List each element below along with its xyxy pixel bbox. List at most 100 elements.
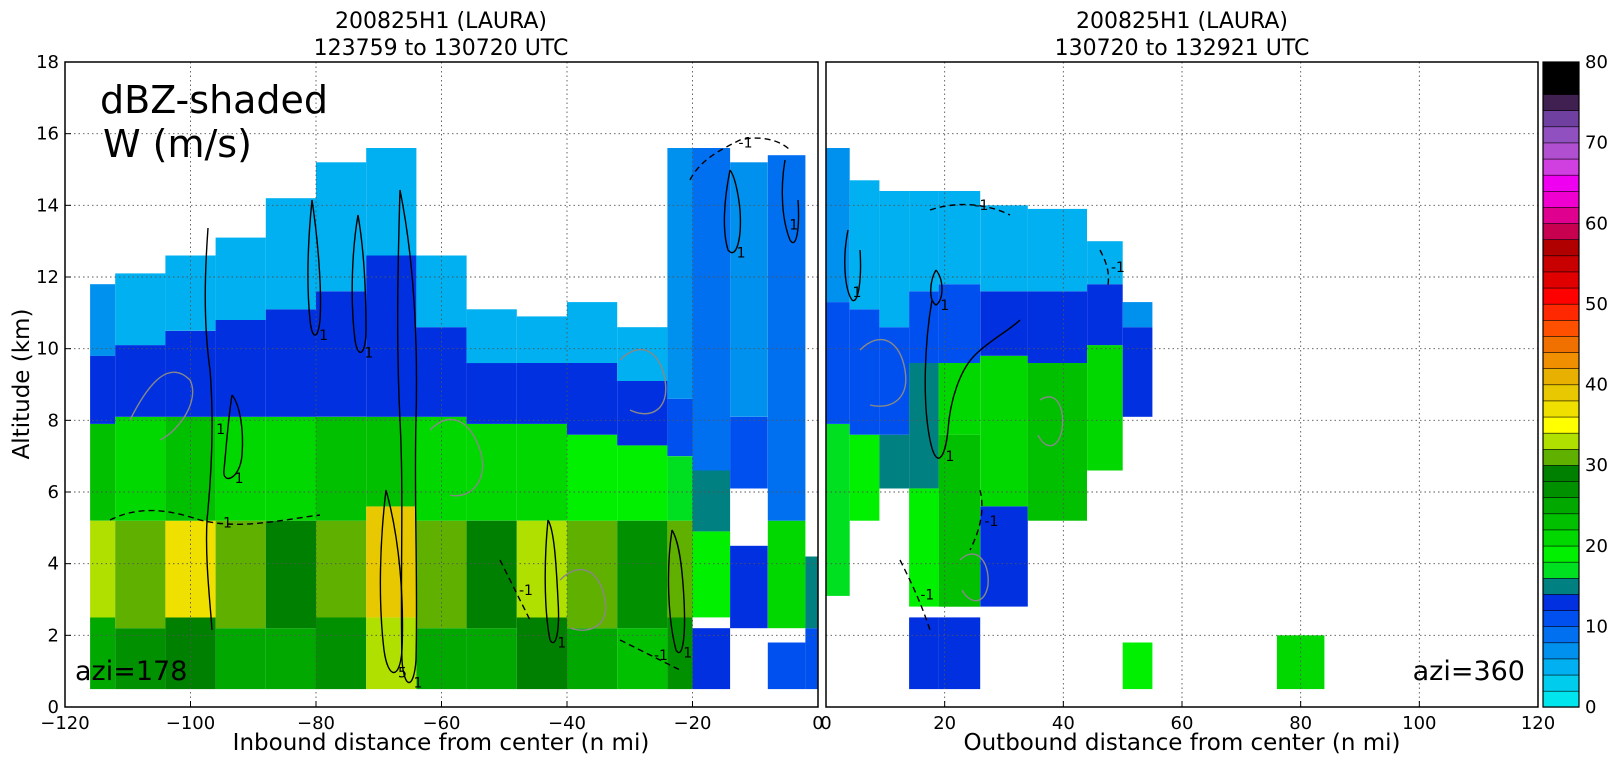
colorbar-bin-3 <box>1542 642 1580 660</box>
colorbar-bin-10 <box>1542 529 1580 547</box>
colorbar-bin-20 <box>1542 368 1580 386</box>
w-contour-1 <box>223 394 244 480</box>
x-tick-label-0-1: −100 <box>166 713 215 734</box>
w-contour-13 <box>619 639 681 671</box>
w-contour-14 <box>129 371 194 441</box>
dbz-cell-0-6-4 <box>366 148 417 256</box>
dbz-cell-1-0-0 <box>826 423 850 596</box>
w-contour-11 <box>689 137 791 181</box>
colorbar-tick-label-6: 60 <box>1585 213 1608 234</box>
dbz-cell-1-5-1 <box>980 355 1028 507</box>
x-tick-label-1-4: 80 <box>1289 713 1312 734</box>
w-contour-6 <box>1099 249 1110 286</box>
colorbar-bin-7 <box>1542 577 1580 595</box>
dbz-cell-1-3-2 <box>909 363 939 489</box>
dbz-cell-1-2-0 <box>879 434 910 489</box>
colorbar-bin-35 <box>1542 126 1580 144</box>
dbz-cell-0-2-4 <box>165 255 216 331</box>
x-tick-label-1-0: 0 <box>820 713 831 734</box>
dbz-cell-1-7-0 <box>1087 345 1123 471</box>
colorbar-tick-label-2: 20 <box>1585 536 1608 557</box>
w-contour-15 <box>429 419 484 497</box>
colorbar-bin-26 <box>1542 271 1580 289</box>
colorbar-bin-30 <box>1542 206 1580 224</box>
dbz-cell-1-3-3 <box>909 291 939 363</box>
colorbar-tick-label-0: 0 <box>1585 697 1596 718</box>
dbz-cell-0-13-0 <box>692 628 731 690</box>
colorbar-bin-11 <box>1542 513 1580 531</box>
dbz-cell-1-4-0 <box>938 617 981 690</box>
dbz-cell-0-15-2 <box>767 155 806 521</box>
dbz-cell-0-0-2 <box>90 423 116 521</box>
dbz-cell-0-13-1 <box>692 531 731 618</box>
left-reflectivity-field <box>90 148 818 690</box>
dbz-cell-0-9-0 <box>516 617 567 690</box>
colorbar-bin-4 <box>1542 626 1580 644</box>
w-contour-label-7: 1 <box>683 645 692 661</box>
w-contour-label-4: -1 <box>920 587 934 603</box>
dbz-cell-0-10-4 <box>567 302 618 363</box>
y-tick-label-0: 0 <box>48 697 59 718</box>
w-contour-label-10: -1 <box>218 516 232 532</box>
colorbar-bin-18 <box>1542 400 1580 418</box>
left-title: 200825H1 (LAURA) <box>335 9 547 34</box>
w-contour-label-3: -1 <box>984 514 998 530</box>
w-contour-label-9: 1 <box>789 217 798 233</box>
y-tick-label-4: 8 <box>48 410 59 431</box>
colorbar-bin-32 <box>1542 174 1580 192</box>
colorbar-bin-29 <box>1542 222 1580 240</box>
dbz-cell-0-5-4 <box>316 162 367 292</box>
dbz-cell-0-9-1 <box>516 520 567 618</box>
w-contour-8 <box>723 169 742 254</box>
w-contour-4 <box>396 189 418 683</box>
colorbar-bin-22 <box>1542 335 1580 353</box>
w-contour-label-1: 1 <box>852 285 861 301</box>
w-contour-9 <box>959 553 989 602</box>
colorbar-bin-33 <box>1542 158 1580 176</box>
colorbar-bin-12 <box>1542 497 1580 515</box>
dbz-cell-0-5-1 <box>316 520 367 618</box>
dbz-cell-0-0-3 <box>90 355 116 424</box>
colorbar-bin-23 <box>1542 319 1580 337</box>
dbz-cell-0-4-2 <box>265 416 316 521</box>
dbz-cell-0-7-3 <box>416 327 467 417</box>
w-contour-label-3: 1 <box>364 345 373 361</box>
right-x-ticks: 0 20 40 60 80 100 120 <box>820 701 1555 734</box>
colorbar-bin-6 <box>1542 593 1580 611</box>
left-azimuth-label: azi=178 <box>75 656 187 687</box>
colorbar-tick-label-4: 40 <box>1585 375 1608 396</box>
dbz-cell-0-11-4 <box>617 327 668 381</box>
dbz-cell-0-6-2 <box>366 416 417 507</box>
left-panel: 200825H1 (LAURA) 123759 to 130720 UTC 1 1… <box>9 9 824 756</box>
w-contour-17 <box>559 569 607 631</box>
dbz-cell-0-15-0 <box>767 642 806 690</box>
dbz-cell-0-14-2 <box>730 162 768 417</box>
dbz-cell-0-10-0 <box>567 628 618 690</box>
colorbar-frame <box>1542 61 1580 708</box>
w-contour-label-4: 1 <box>413 675 422 691</box>
w-contour-8 <box>1037 396 1064 447</box>
w-contour-label-13: -1 <box>654 648 668 664</box>
dbz-cell-0-9-2 <box>516 423 567 521</box>
colorbar-bin-15 <box>1542 448 1580 466</box>
colorbar-bin-13 <box>1542 480 1580 498</box>
colorbar-bin-36 <box>1542 110 1580 128</box>
dbz-cell-1-1-2 <box>849 180 880 310</box>
x-tick-label-0-6: 0 <box>812 713 823 734</box>
w-contour-label-2: 1 <box>319 328 328 344</box>
w-contour-label-5: 5 <box>398 665 407 681</box>
dbz-cell-0-10-3 <box>567 363 618 435</box>
x-tick-label-0-4: −40 <box>548 713 586 734</box>
right-w-contours: 1 1 1 -1 -1 -1 -1 <box>844 198 1125 631</box>
left-x-ticks: −120 −100 −80 −60 −40 −20 0 <box>40 701 824 734</box>
right-reflectivity-field <box>826 148 1325 690</box>
colorbar-bin-25 <box>1542 287 1580 305</box>
dbz-cell-0-4-1 <box>265 520 316 629</box>
w-contour-label-6: -1 <box>1111 260 1125 276</box>
dbz-cell-0-3-3 <box>215 320 266 417</box>
right-panel: 200825H1 (LAURA) 130720 to 132921 UTC 11… <box>820 9 1555 756</box>
dbz-cell-0-12-2 <box>667 456 693 521</box>
colorbar-bin-31 <box>1542 190 1580 208</box>
colorbar-bin-34 <box>1542 142 1580 160</box>
